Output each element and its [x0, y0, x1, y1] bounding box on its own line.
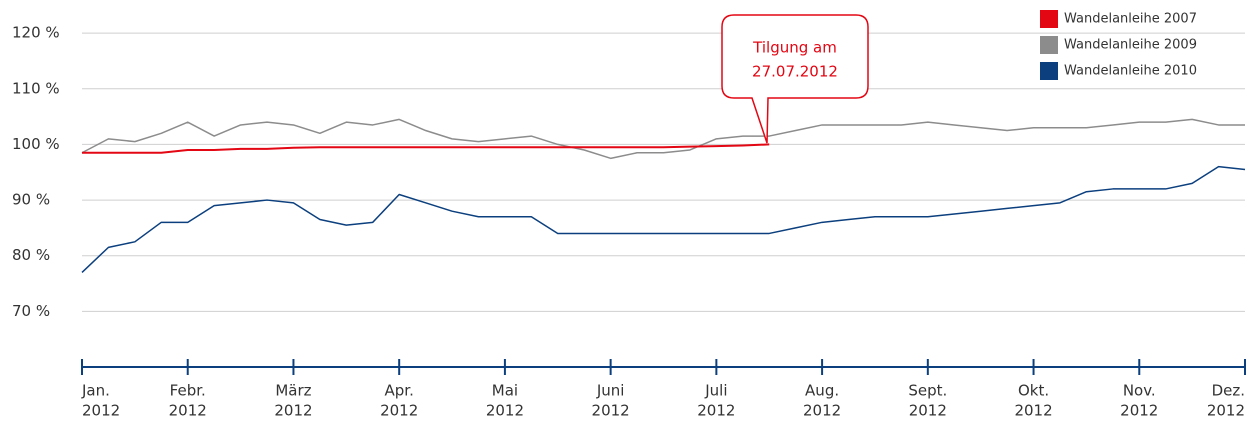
legend-label: Wandelanleihe 2010 — [1064, 64, 1197, 79]
y-tick-label: 70 % — [12, 302, 50, 320]
x-tick-label: Nov. — [1123, 382, 1156, 400]
annotation: Tilgung am 27.07.2012 — [721, 14, 869, 144]
legend-swatch — [1040, 62, 1058, 80]
x-tick-label: Dez. — [1212, 382, 1245, 400]
x-tick-year: 2012 — [697, 402, 735, 420]
x-tick-year: 2012 — [592, 402, 630, 420]
x-tick-label: Aug. — [805, 382, 839, 400]
x-tick-label: Juni — [596, 382, 625, 400]
x-tick-label: März — [275, 382, 311, 400]
plot: 70 % 80 % 90 % 100 % 110 % 120 % Jan. 2012 Febr.… — [12, 10, 1246, 420]
x-tick-year: 2012 — [1207, 402, 1245, 420]
y-tick-label: 110 % — [12, 79, 60, 97]
x-tick-label: Juli — [704, 382, 727, 400]
x-tick-year: 2012 — [82, 402, 120, 420]
legend-swatch — [1040, 10, 1058, 28]
y-tick-label: 90 % — [12, 191, 50, 209]
callout-box — [721, 14, 869, 144]
x-tick-year: 2012 — [1014, 402, 1052, 420]
y-tick-label: 100 % — [12, 135, 60, 153]
y-tick-label: 120 % — [12, 24, 60, 42]
legend-swatch — [1040, 36, 1058, 54]
x-tick-label: Okt. — [1018, 382, 1049, 400]
x-tick-year: 2012 — [909, 402, 947, 420]
x-tick-label: Sept. — [908, 382, 947, 400]
x-tick-year: 2012 — [274, 402, 312, 420]
series-line — [81, 118, 1245, 160]
y-tick-label: 80 % — [12, 246, 50, 264]
x-tick-year: 2012 — [486, 402, 524, 420]
series-line — [81, 165, 1246, 273]
x-tick-year: 2012 — [169, 402, 207, 420]
x-tick-label: Jan. — [81, 382, 110, 400]
x-tick-label: Mai — [492, 382, 518, 400]
series-line — [82, 143, 770, 154]
legend-label: Wandelanleihe 2007 — [1064, 12, 1197, 27]
x-tick-year: 2012 — [803, 402, 841, 420]
annotation-text: Tilgung am — [752, 39, 837, 57]
x-tick-label: Febr. — [170, 382, 206, 400]
annotation-text: 27.07.2012 — [752, 63, 838, 81]
x-tick-year: 2012 — [380, 402, 418, 420]
x-tick-year: 2012 — [1120, 402, 1158, 420]
x-tick-label: Apr. — [385, 382, 414, 400]
legend-label: Wandelanleihe 2009 — [1064, 38, 1197, 53]
